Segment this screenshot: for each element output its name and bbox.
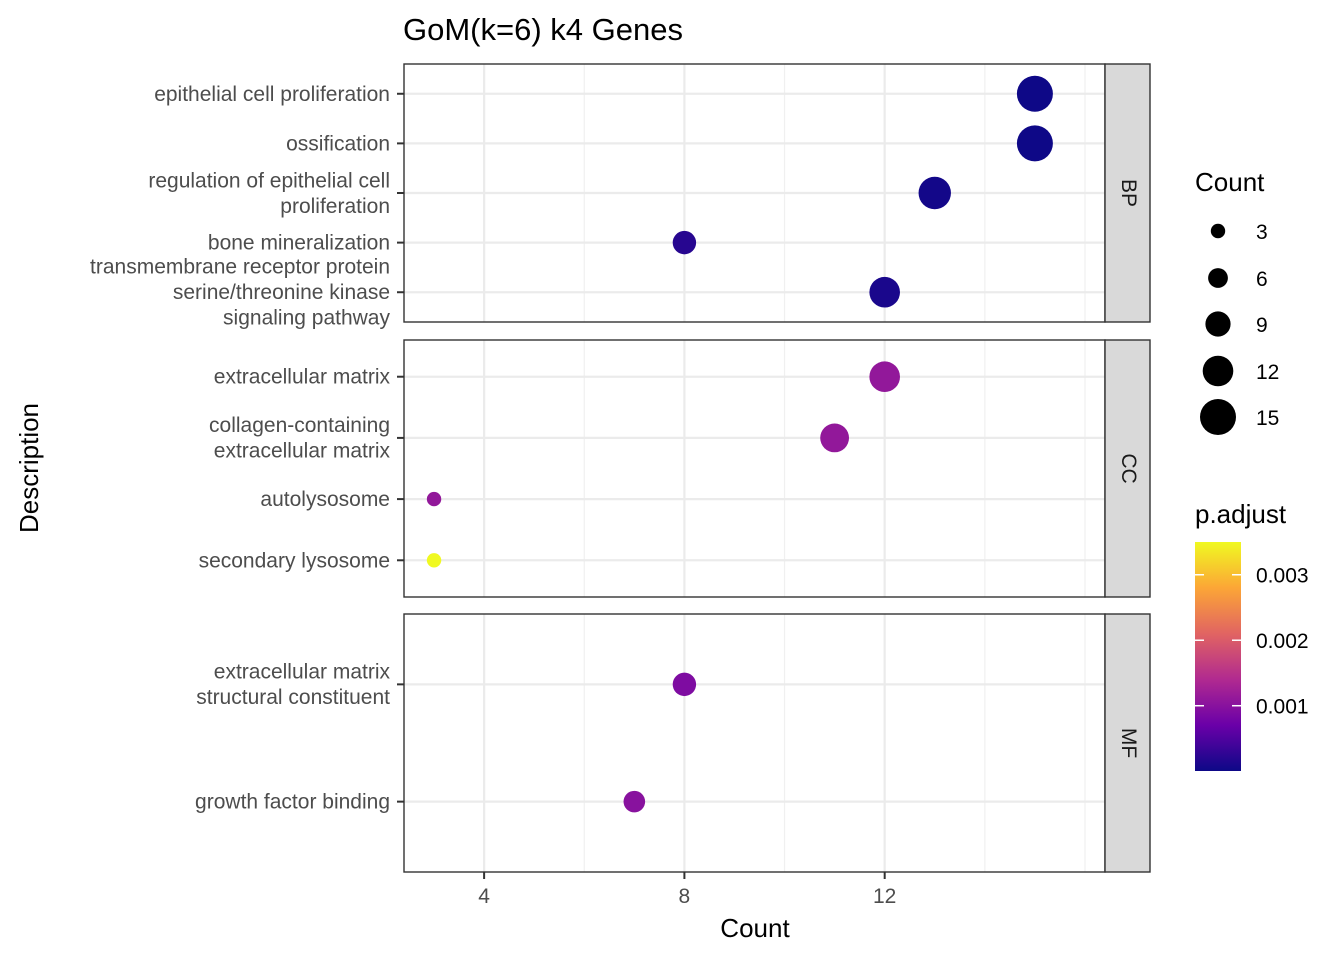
data-point: [426, 491, 442, 507]
data-point: [918, 176, 951, 210]
facet-strip-label: BP: [1117, 179, 1140, 207]
y-tick-label-line: extracellular matrix: [214, 366, 391, 389]
facet-panel-mf: extracellular matrix structural constitue…: [195, 613, 1151, 873]
y-tick-label-line: structural constituent: [196, 686, 390, 709]
size-legend-key: [1202, 355, 1234, 387]
facet-panel-cc: extracellular matrix collagen-containing e…: [199, 339, 1151, 598]
color-legend-title: p.adjust: [1195, 499, 1287, 529]
color-legend-label: 0.002: [1256, 630, 1309, 653]
y-tick-label-line: regulation of epithelial cell: [148, 169, 390, 192]
y-tick-label-line: transmembrane receptor protein: [90, 256, 390, 279]
facet-strip: [1104, 613, 1151, 873]
color-legend-bar: [1195, 542, 1241, 771]
facet-strip-label: MF: [1117, 728, 1140, 758]
size-legend: Count 3 6 9 12 15: [1195, 167, 1279, 435]
facet-strip: [1104, 63, 1151, 323]
data-point: [672, 230, 697, 255]
x-tick-label: 8: [679, 885, 691, 908]
size-legend-key: [1210, 223, 1226, 239]
y-tick-label-line: growth factor binding: [195, 791, 390, 814]
size-legend-key: [1208, 268, 1228, 288]
y-tick-label: extracellular matrix structural constitue…: [196, 661, 390, 710]
data-point: [1016, 75, 1053, 112]
y-tick-label-line: ossification: [286, 132, 390, 155]
y-tick-label: extracellular matrix: [214, 366, 391, 389]
y-tick-label: growth factor binding: [195, 791, 390, 814]
y-tick-label: bone mineralization: [208, 232, 390, 255]
y-tick-label: autolysosome: [260, 488, 390, 511]
y-tick-label-line: epithelial cell proliferation: [154, 83, 390, 106]
data-point: [1016, 125, 1053, 162]
color-legend: p.adjust 0.001 0.002 0.003: [1195, 499, 1309, 771]
y-axis-title: Description: [14, 403, 44, 533]
data-point: [820, 423, 850, 453]
facet-panels: epithelial cell proliferation ossificatio…: [90, 63, 1151, 873]
facet-panel-bp: epithelial cell proliferation ossificatio…: [90, 63, 1151, 330]
panel-background: [404, 340, 1105, 597]
x-tick-label: 4: [478, 885, 490, 908]
y-tick-label: collagen-containing extracellular matrix: [209, 414, 390, 463]
size-legend-title: Count: [1195, 167, 1265, 197]
y-tick-label-line: extracellular matrix: [214, 440, 391, 463]
size-legend-label: 15: [1256, 407, 1279, 430]
y-tick-label-line: bone mineralization: [208, 232, 390, 255]
size-legend-label: 6: [1256, 268, 1268, 291]
data-point: [869, 361, 900, 393]
y-tick-label: secondary lysosome: [199, 549, 390, 572]
size-legend-key: [1200, 399, 1236, 435]
panel-background: [404, 614, 1105, 872]
x-tick-label: 12: [873, 885, 896, 908]
y-tick-label-line: serine/threonine kinase: [173, 281, 390, 304]
size-legend-key: [1205, 311, 1231, 337]
x-axis: 4 8 12: [478, 872, 896, 908]
color-legend-label: 0.003: [1256, 565, 1309, 588]
y-tick-label-line: autolysosome: [260, 488, 390, 511]
size-legend-label: 9: [1256, 314, 1268, 337]
color-legend-label: 0.001: [1256, 696, 1309, 719]
chart-title: GoM(k=6) k4 Genes: [403, 12, 683, 47]
y-tick-label-line: proliferation: [280, 195, 390, 218]
y-tick-label-line: signaling pathway: [223, 307, 390, 330]
y-tick-label-line: extracellular matrix: [214, 661, 391, 684]
x-axis-title: Count: [720, 913, 790, 943]
size-legend-label: 3: [1256, 221, 1268, 244]
y-tick-label-line: secondary lysosome: [199, 549, 390, 572]
y-tick-label-line: collagen-containing: [209, 414, 390, 437]
y-tick-label: regulation of epithelial cell proliferati…: [148, 169, 390, 218]
y-tick-label: transmembrane receptor protein serine/thr…: [90, 256, 390, 330]
facet-strip-label: CC: [1117, 453, 1140, 483]
y-tick-label: epithelial cell proliferation: [154, 83, 390, 106]
data-point: [672, 672, 697, 697]
data-point: [426, 553, 442, 568]
size-legend-label: 12: [1256, 361, 1279, 384]
data-point: [623, 790, 646, 813]
y-tick-label: ossification: [286, 132, 390, 155]
facet-strip: [1104, 339, 1151, 598]
data-point: [869, 276, 900, 308]
